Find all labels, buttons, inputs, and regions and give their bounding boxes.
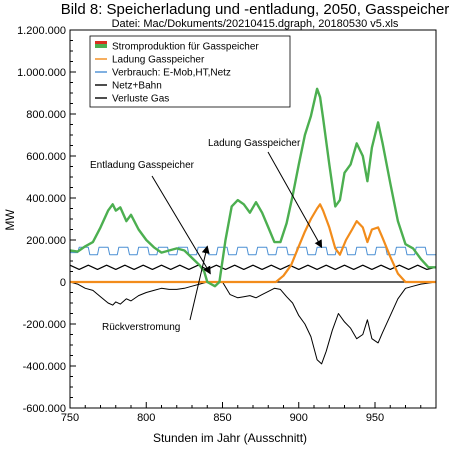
y-tick-label: 1.000.000	[17, 67, 66, 79]
annotation-label: Entladung Gasspeicher	[90, 160, 195, 171]
y-tick-label: 1.200.000	[17, 25, 66, 37]
series-line-2	[70, 203, 436, 284]
chart-title: Bild 8: Speicherladung und -entladung, 2…	[61, 1, 450, 18]
annotation-arrow	[267, 151, 323, 249]
legend-swatch	[95, 44, 107, 48]
y-tick-label: 800.000	[26, 109, 66, 121]
x-tick-label: 750	[61, 412, 79, 424]
y-tick-label: -200.000	[23, 319, 66, 331]
y-tick-label: -400.000	[23, 361, 66, 373]
x-tick-label: 950	[366, 412, 384, 424]
y-tick-label: 600.000	[26, 151, 66, 163]
annotation-label: Rückverstromung	[102, 322, 180, 333]
series-line-5	[69, 281, 437, 365]
y-tick-label: 0	[60, 277, 66, 289]
y-axis-label: MW	[3, 209, 17, 231]
x-axis-label: Stunden im Jahr (Ausschnitt)	[153, 431, 307, 445]
series-layer	[69, 87, 437, 365]
y-tick-label: 400.000	[26, 193, 66, 205]
legend-swatch	[95, 41, 107, 44]
annotation-arrow	[189, 245, 210, 321]
x-tick-label: 800	[137, 412, 155, 424]
x-tick-label: 900	[290, 412, 308, 424]
plot-frame	[69, 29, 437, 409]
x-axis-ticks: 750 800 850 900 950	[61, 402, 422, 424]
x-tick-label: 850	[213, 412, 231, 424]
series-line-1	[69, 87, 436, 288]
legend-label: Stromproduktion für Gasspeicher	[112, 42, 259, 53]
series-line-4	[69, 264, 437, 270]
annotation-label: Ladung Gasspeicher	[208, 138, 301, 149]
y-axis-ticks: -600.000 -400.000 -200.000 0 200.000 400.000 6…	[17, 25, 76, 415]
annotations: Ladung Gasspeicher Entladung Gasspeicher R…	[90, 138, 323, 333]
series-line-3	[70, 246, 436, 256]
y-tick-label: 200.000	[26, 235, 66, 247]
legend: Stromproduktion für Gasspeicher Ladung Ga…	[89, 35, 291, 108]
legend-label: Verbrauch: E-Mob,HT,Netz	[112, 68, 231, 79]
legend-label: Verluste Gas	[112, 94, 169, 105]
legend-label: Netz+Bahn	[112, 81, 162, 92]
legend-box	[89, 35, 291, 108]
chart-subtitle: Datei: Mac/Dokuments/20210415.dgraph, 20…	[112, 18, 399, 30]
y-tick-label: -600.000	[23, 403, 66, 415]
annotation-arrow	[151, 175, 211, 275]
legend-label: Ladung Gasspeicher	[112, 55, 205, 66]
